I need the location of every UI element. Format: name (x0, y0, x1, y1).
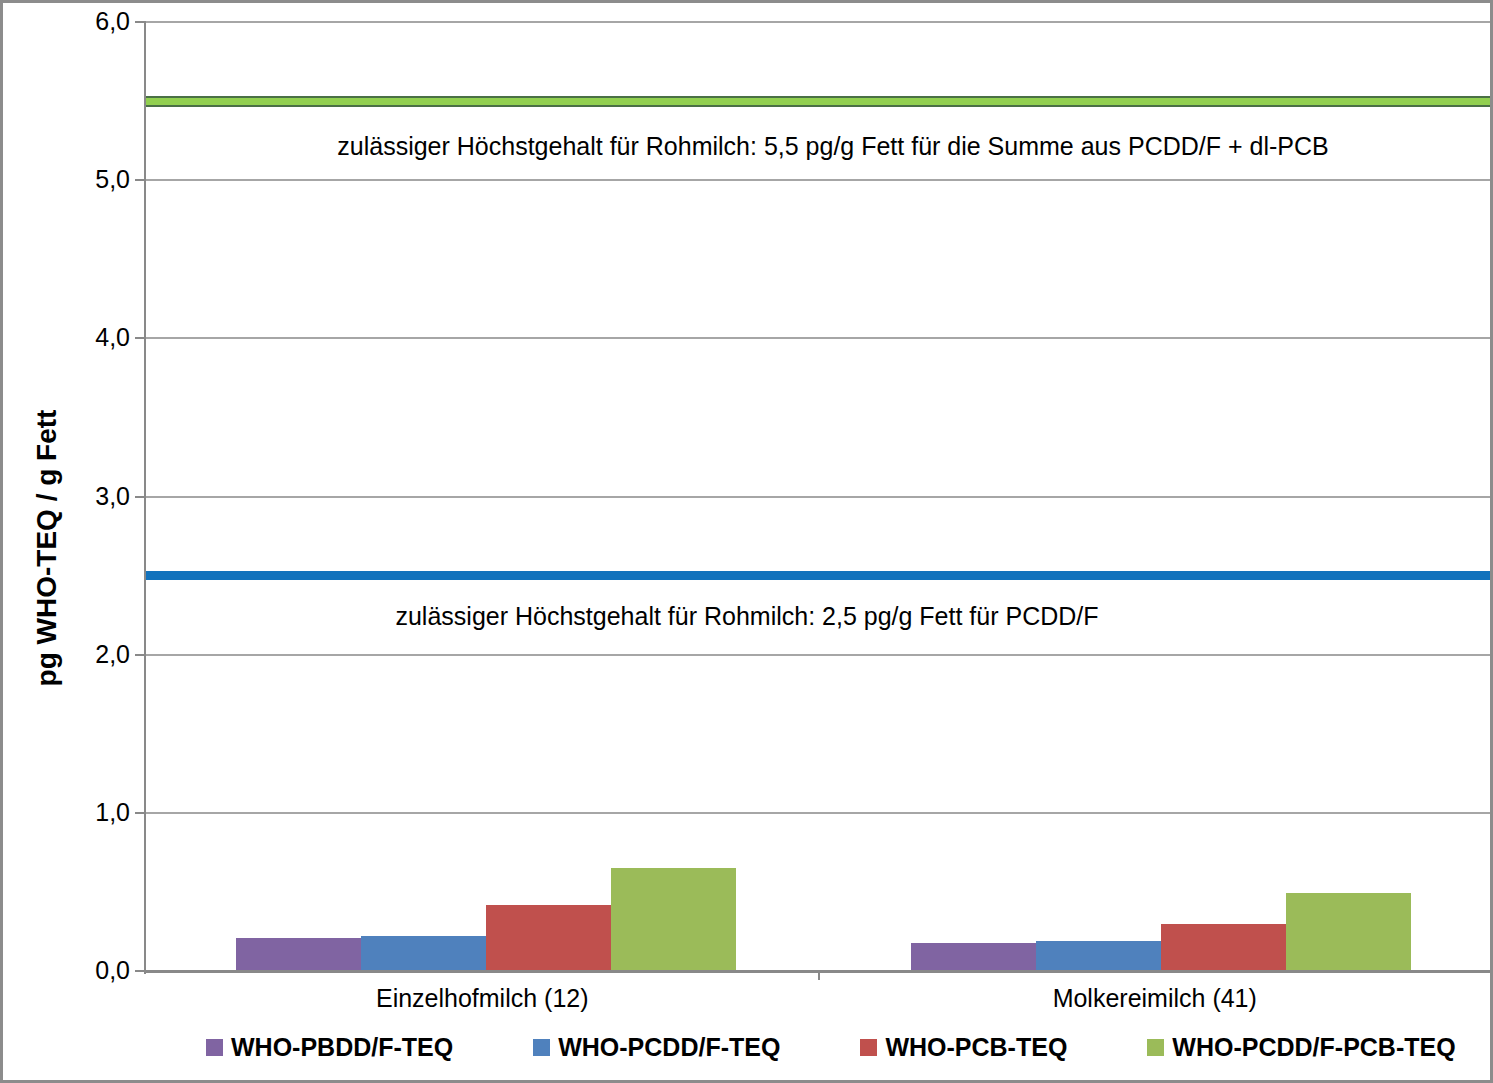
bar-who-pcb-teq (486, 905, 611, 971)
gridline (146, 337, 1491, 339)
x-tick-mark (818, 971, 820, 980)
legend-label: WHO-PCB-TEQ (885, 1033, 1067, 1062)
y-tick-label: 2,0 (78, 642, 130, 667)
bar-who-pcdd-f-pcb-teq (1286, 893, 1411, 971)
bar-who-pbdd-f-teq (911, 943, 1036, 971)
legend-swatch-icon (1147, 1039, 1164, 1056)
y-tick-label: 6,0 (78, 9, 130, 34)
legend-label: WHO-PBDD/F-TEQ (231, 1033, 453, 1062)
chart-frame: pg WHO-TEQ / g Fett 0,0 1,0 2,0 3,0 4,0 5,0 6,… (0, 0, 1493, 1083)
reference-line-label: zulässiger Höchstgehalt für Rohmilch: 2,… (395, 601, 1098, 631)
bar-who-pcb-teq (1161, 924, 1286, 971)
reference-line-label: zulässiger Höchstgehalt für Rohmilch: 5,… (337, 131, 1328, 161)
y-axis-line (144, 22, 146, 974)
gridline (146, 812, 1491, 814)
category-label: Einzelhofmilch (12) (376, 984, 589, 1012)
y-tick-label: 4,0 (78, 325, 130, 350)
y-tick-label: 0,0 (78, 958, 130, 983)
bar-who-pcdd-f-pcb-teq (611, 868, 736, 971)
category-label: Molkereimilch (41) (1053, 984, 1257, 1012)
legend-item: WHO-PCDD/F-PCB-TEQ (1147, 1033, 1455, 1062)
legend-item: WHO-PCB-TEQ (860, 1033, 1067, 1062)
y-tick-label: 3,0 (78, 484, 130, 509)
legend-swatch-icon (860, 1039, 877, 1056)
gridline (146, 179, 1491, 181)
gridline (146, 21, 1491, 23)
legend-label: WHO-PCDD/F-PCB-TEQ (1172, 1033, 1455, 1062)
gridline (146, 496, 1491, 498)
legend-swatch-icon (206, 1039, 223, 1056)
bar-who-pbdd-f-teq (236, 938, 361, 971)
y-tick-label: 1,0 (78, 800, 130, 825)
legend-item: WHO-PCDD/F-TEQ (533, 1033, 780, 1062)
bar-who-pcdd-f-teq (1036, 941, 1161, 971)
legend-label: WHO-PCDD/F-TEQ (558, 1033, 780, 1062)
legend-swatch-icon (533, 1039, 550, 1056)
reference-line (146, 96, 1491, 107)
x-tick-mark (1490, 971, 1492, 980)
y-axis-title: pg WHO-TEQ / g Fett (31, 518, 63, 578)
y-tick-label: 5,0 (78, 167, 130, 192)
bar-who-pcdd-f-teq (361, 936, 486, 971)
gridline (146, 654, 1491, 656)
legend: WHO-PBDD/F-TEQ WHO-PCDD/F-TEQ WHO-PCB-TEQ W… (206, 1033, 1456, 1062)
reference-line (146, 571, 1491, 580)
legend-item: WHO-PBDD/F-TEQ (206, 1033, 453, 1062)
